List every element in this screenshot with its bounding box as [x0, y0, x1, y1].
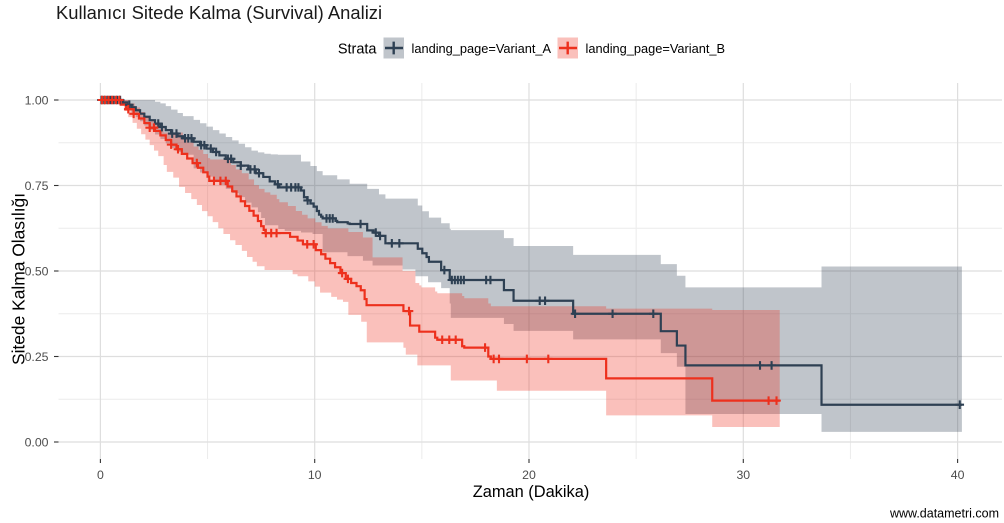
svg-text:20: 20: [522, 468, 536, 482]
svg-text:1.00: 1.00: [25, 93, 49, 107]
svg-text:10: 10: [308, 468, 322, 482]
svg-text:Kullanıcı Sitede Kalma (Surviv: Kullanıcı Sitede Kalma (Survival) Analiz…: [56, 2, 382, 23]
svg-text:www.datametri.com: www.datametri.com: [889, 507, 999, 521]
svg-text:0.00: 0.00: [25, 435, 49, 449]
svg-text:0.75: 0.75: [25, 179, 49, 193]
svg-text:0.50: 0.50: [25, 264, 49, 278]
svg-text:0: 0: [97, 468, 104, 482]
svg-text:0.25: 0.25: [25, 350, 49, 364]
svg-text:landing_page=Variant_B: landing_page=Variant_B: [586, 41, 726, 56]
svg-text:Sitede Kalma Olasılığı: Sitede Kalma Olasılığı: [9, 193, 29, 365]
svg-text:landing_page=Variant_A: landing_page=Variant_A: [412, 41, 552, 56]
svg-text:30: 30: [736, 468, 750, 482]
svg-text:Strata: Strata: [338, 42, 378, 58]
svg-text:40: 40: [951, 468, 965, 482]
svg-text:Zaman (Dakika): Zaman (Dakika): [473, 483, 590, 501]
